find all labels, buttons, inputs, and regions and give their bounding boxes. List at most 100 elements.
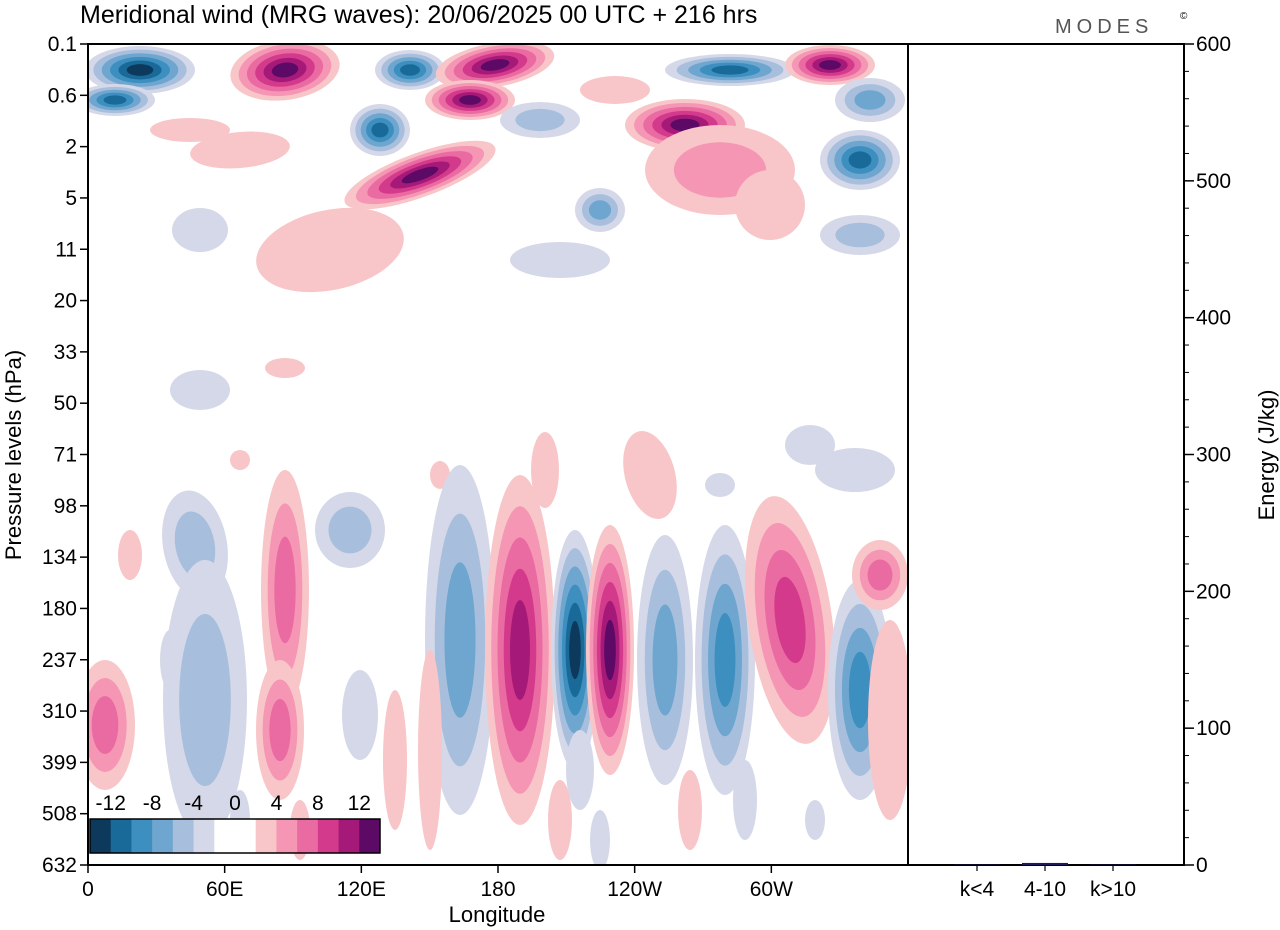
positive-wind-contour [265, 358, 305, 378]
positive-wind-contour [623, 431, 677, 519]
negative-wind-contour [371, 122, 389, 138]
brand-logo: MODES [1055, 16, 1153, 38]
energy-tick-label: 500 [1196, 170, 1231, 193]
chart-title: Meridional wind (MRG waves): 20/06/2025 … [80, 1, 757, 29]
positive-wind-contour [256, 207, 404, 293]
positive-wind-contour [271, 62, 299, 78]
y-tick-label: 180 [42, 597, 77, 620]
colorbar: -12 -8 -4 0 4 8 12 [89, 792, 381, 854]
negative-wind-contour [103, 95, 127, 105]
negative-wind-contour [588, 200, 612, 220]
colorbar-tick-label: 12 [348, 792, 371, 815]
positive-wind-contour [274, 536, 296, 644]
y-tick-label: 2 [65, 136, 77, 159]
x-tick-label: 180 [480, 878, 515, 901]
colorbar-tick-label: 8 [312, 792, 324, 815]
colorbar-swatch [152, 819, 174, 853]
brand-registered-mark: © [1180, 11, 1188, 22]
x-tick-label: 120W [607, 878, 662, 901]
colorbar-swatch [297, 819, 319, 853]
colorbar-tick-label: 0 [229, 792, 241, 815]
colorbar-swatch [172, 819, 195, 853]
positive-wind-contour [868, 620, 908, 820]
x-axis-longitude: 0 60E 120E 180 120W 60W [82, 865, 793, 901]
colorbar-swatch [338, 819, 360, 853]
energy-bar [1022, 862, 1068, 865]
colorbar-tick-label: 4 [271, 792, 283, 815]
positive-wind-contour [190, 131, 290, 169]
y-tick-label: 0.6 [48, 84, 77, 107]
positive-wind-contour [580, 76, 650, 104]
negative-wind-contour [711, 65, 749, 75]
energy-tick-label: 200 [1196, 580, 1231, 603]
y-tick-label: 33 [54, 341, 77, 364]
y-axis-pressure: 0.1 0.6 2 5 11 20 33 50 71 98 134 180 237 310 399 508 63… [42, 33, 88, 877]
y-tick-label: 5 [65, 187, 77, 210]
positive-wind-contour [548, 780, 572, 860]
colorbar-swatch [255, 819, 277, 853]
y-axis-energy: 0 100 200 300 400 500 600 [1184, 33, 1231, 877]
energy-tick-label: 0 [1196, 854, 1208, 877]
x-tick-label: 0 [82, 878, 94, 901]
y2-axis-label: Energy (J/kg) [1254, 390, 1279, 521]
energy-category-label: k<4 [960, 878, 995, 901]
x-tick-label: 60W [750, 878, 793, 901]
negative-wind-contour [170, 370, 230, 410]
energy-category-label: 4-10 [1024, 878, 1066, 901]
x-axis-label: Longitude [449, 902, 546, 927]
positive-wind-contour [269, 698, 291, 762]
colorbar-swatch [359, 819, 381, 853]
energy-tick-label: 600 [1196, 33, 1231, 56]
negative-wind-contour [815, 448, 895, 492]
energy-bars: k<4 4-10 k>10 [954, 862, 1136, 901]
negative-wind-contour [854, 90, 886, 110]
positive-wind-contour [531, 432, 559, 508]
colorbar-swatch [131, 819, 153, 853]
energy-tick-label: 300 [1196, 444, 1231, 467]
y-tick-label: 508 [42, 803, 77, 826]
colorbar-swatch [276, 819, 298, 853]
y-tick-label: 71 [54, 444, 77, 467]
negative-wind-contour [172, 208, 228, 252]
y-tick-label: 310 [42, 700, 77, 723]
positive-wind-contour [230, 450, 250, 470]
negative-wind-contour [805, 800, 825, 840]
negative-wind-contour [400, 64, 420, 76]
energy-tick-label: 400 [1196, 307, 1231, 330]
positive-wind-contour [91, 696, 119, 754]
positive-wind-contour [150, 118, 230, 142]
negative-wind-contour [714, 613, 736, 707]
colorbar-swatch [214, 819, 236, 853]
y-tick-label: 11 [55, 238, 77, 261]
negative-wind-contour [179, 613, 231, 787]
negative-wind-contour [126, 64, 154, 76]
colorbar-swatch [193, 819, 215, 853]
colorbar-tick-label: -4 [184, 792, 203, 815]
y-tick-label: 98 [54, 495, 77, 518]
colorbar-tick-label: -8 [143, 792, 162, 815]
positive-wind-contour [401, 166, 439, 184]
wind-contours [88, 44, 908, 865]
heatmap-plot-area [88, 44, 908, 865]
negative-wind-contour [590, 810, 610, 865]
colorbar-frame [89, 818, 381, 854]
negative-wind-contour [733, 760, 757, 840]
colorbar-swatch [235, 819, 257, 853]
positive-wind-contour [819, 60, 841, 70]
negative-wind-contour [785, 425, 835, 465]
positive-wind-contour [867, 559, 893, 591]
negative-wind-contour [510, 242, 610, 278]
negative-wind-contour [705, 473, 735, 497]
positive-wind-contour [604, 619, 616, 681]
y-tick-label: 0.1 [48, 33, 77, 56]
positive-wind-contour [459, 95, 481, 105]
x-tick-label: 120E [337, 878, 386, 901]
y-tick-label: 632 [42, 854, 77, 877]
positive-wind-contour [118, 530, 142, 580]
colorbar-swatch [110, 819, 132, 853]
negative-wind-contour [515, 108, 565, 132]
negative-wind-contour [569, 620, 581, 680]
positive-wind-contour [418, 650, 442, 850]
x-tick-label: 60E [206, 878, 243, 901]
